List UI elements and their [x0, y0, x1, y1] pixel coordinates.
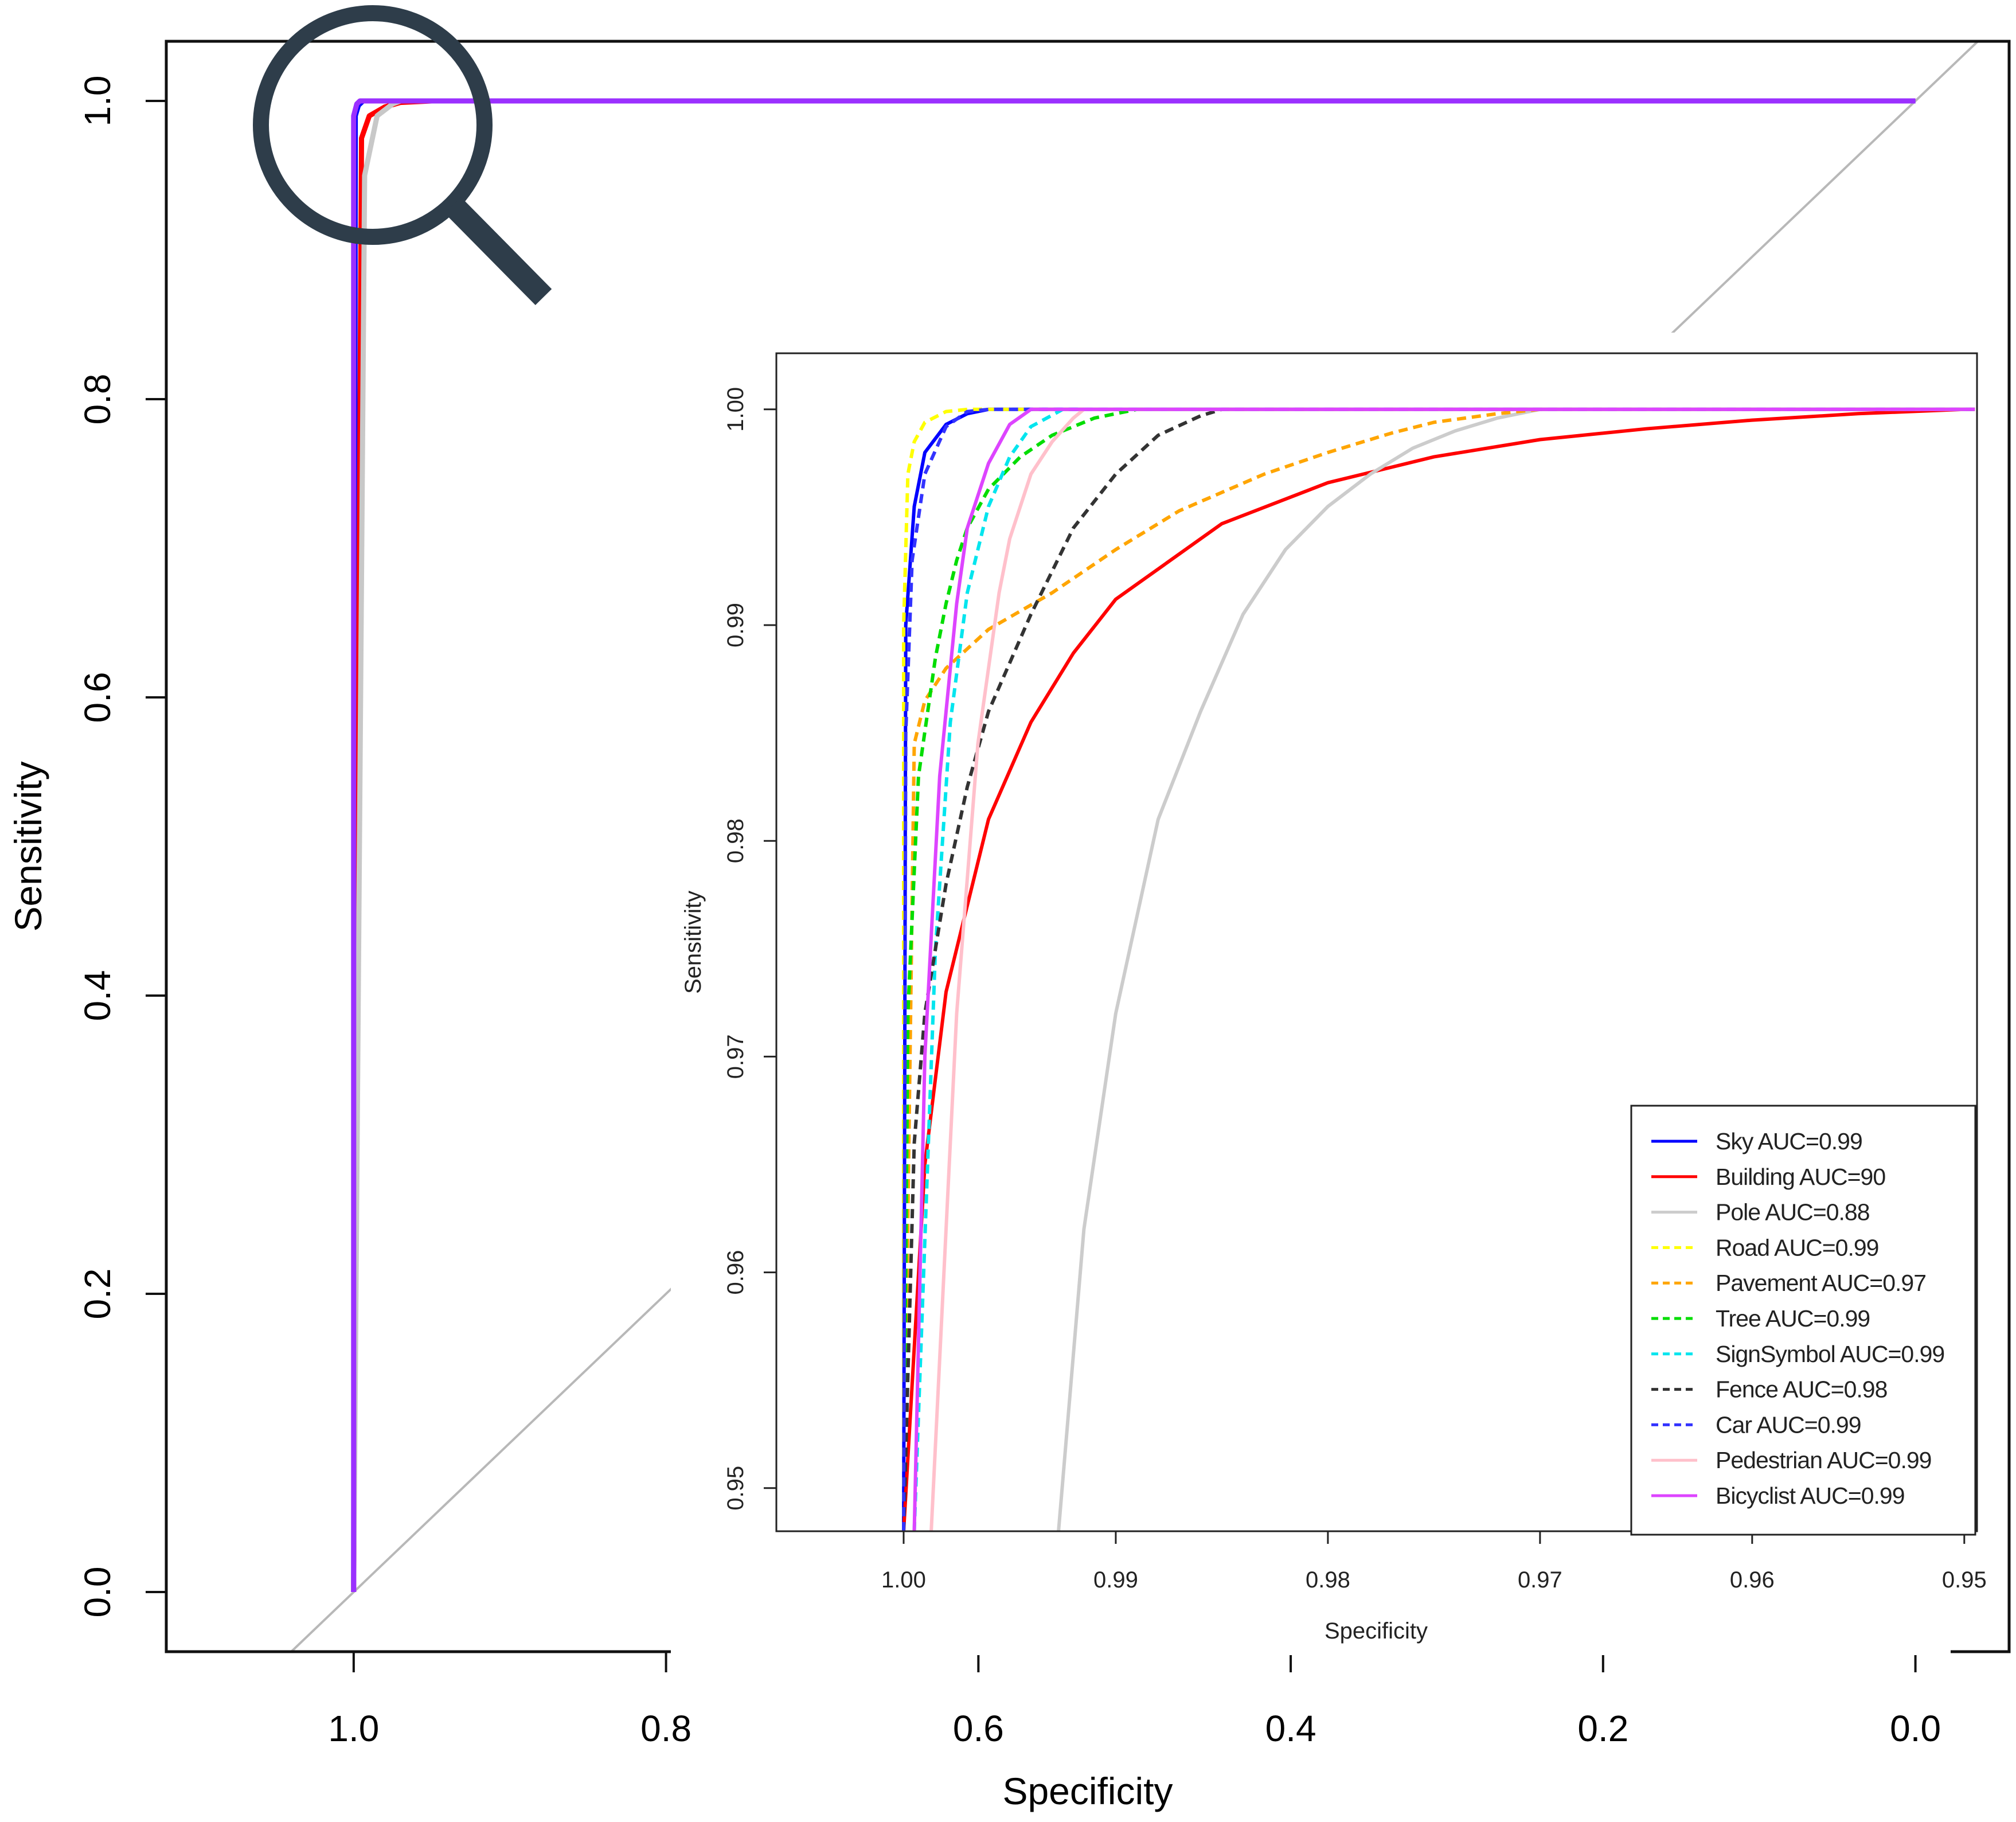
legend-item-car: Car AUC=0.99	[1651, 1411, 1862, 1438]
inset-curve-tree	[902, 407, 1975, 1532]
main-curve-bicyclist	[351, 98, 1916, 1592]
main-y-tick-label: 0.6	[77, 672, 118, 723]
main-y-tick-label: 0.0	[77, 1567, 118, 1618]
main-plot: 1.0 0.8 0.6 0.4 0.2 0.0 0.0 0.2 0.4 0.6 0.8 1.0 Sp…	[7, 40, 2011, 1812]
inset-y-axis-title: Sensitivity	[681, 891, 706, 994]
inset-curve-pedestrian	[929, 407, 1975, 1532]
inset-x-tick-label: 0.95	[1942, 1567, 1987, 1593]
main-x-axis: 1.0 0.8 0.6 0.4 0.2 0.0	[328, 1652, 1941, 1749]
legend-label: Building AUC=90	[1716, 1164, 1885, 1190]
legend-label: SignSymbol AUC=0.99	[1716, 1341, 1944, 1367]
legend-label: Fence AUC=0.98	[1716, 1376, 1888, 1403]
main-y-tick-label: 0.8	[77, 374, 118, 425]
main-y-tick-label: 0.2	[77, 1269, 118, 1320]
inset-legend: Sky AUC=0.99 Building AUC=90 Pole AUC=0.88…	[1630, 1105, 1976, 1536]
legend-item-fence: Fence AUC=0.98	[1651, 1376, 1888, 1403]
inset-curve-fence	[902, 407, 1975, 1532]
inset-x-axis: 1.00 0.99 0.98 0.97 0.96 0.95	[881, 1531, 1987, 1593]
legend-item-pedestrian: Pedestrian AUC=0.99	[1651, 1447, 1932, 1473]
inset-curve-pole	[1057, 407, 1975, 1532]
legend-item-signsymbol: SignSymbol AUC=0.99	[1651, 1341, 1945, 1367]
inset-roc-curves	[902, 407, 1975, 1532]
inset-x-tick-label: 0.97	[1518, 1567, 1562, 1593]
main-roc-curves	[351, 98, 1916, 1593]
main-x-axis-title: Specificity	[1002, 1770, 1173, 1812]
main-y-axis-title: Sensitivity	[7, 761, 49, 931]
legend-item-sky: Sky AUC=0.99	[1651, 1128, 1863, 1154]
main-y-axis: 0.0 0.2 0.4 0.6 0.8 1.0	[77, 76, 166, 1618]
legend-label: Car AUC=0.99	[1716, 1411, 1861, 1438]
legend-label: Sky AUC=0.99	[1716, 1128, 1862, 1154]
inset-y-tick-label: 0.97	[723, 1034, 748, 1079]
legend-label: Road AUC=0.99	[1716, 1234, 1878, 1261]
inset-curve-car	[902, 407, 1975, 1532]
legend-label: Pavement AUC=0.97	[1716, 1270, 1926, 1296]
legend-item-tree: Tree AUC=0.99	[1651, 1305, 1870, 1332]
magnifier-icon	[253, 5, 552, 306]
main-x-tick-label: 0.6	[953, 1708, 1004, 1749]
main-x-tick-label: 0.8	[640, 1708, 691, 1749]
main-x-tick-label: 0.2	[1577, 1708, 1628, 1749]
inset-x-tick-label: 0.99	[1093, 1567, 1138, 1593]
inset-x-axis-title: Specificity	[1325, 1618, 1428, 1644]
legend-item-building: Building AUC=90	[1651, 1164, 1886, 1190]
legend-item-road: Road AUC=0.99	[1651, 1234, 1879, 1261]
inset-x-tick-label: 1.00	[881, 1567, 926, 1593]
inset-y-tick-label: 0.95	[723, 1466, 748, 1511]
legend-label: Pole AUC=0.88	[1716, 1199, 1870, 1226]
legend-item-bicyclist: Bicyclist AUC=0.99	[1651, 1482, 1905, 1509]
inset-curve-building	[902, 407, 1975, 1532]
main-x-tick-label: 1.0	[328, 1708, 379, 1749]
inset-y-tick-label: 1.00	[723, 387, 748, 432]
legend-label: Bicyclist AUC=0.99	[1716, 1482, 1905, 1509]
inset-curve-pavement	[902, 407, 1975, 1532]
inset-plot-frame	[775, 352, 1978, 1532]
inset-y-tick-label: 0.96	[723, 1250, 748, 1295]
inset-x-tick-label: 0.98	[1306, 1567, 1350, 1593]
inset-y-axis: 0.95 0.96 0.97 0.98 0.99 1.00	[723, 387, 776, 1511]
inset-curve-road	[902, 407, 1975, 1531]
inset-x-tick-label: 0.96	[1730, 1567, 1775, 1593]
main-y-tick-label: 1.0	[77, 76, 118, 127]
legend-label: Tree AUC=0.99	[1716, 1305, 1870, 1332]
main-x-tick-label: 0.0	[1890, 1708, 1941, 1749]
legend-label: Pedestrian AUC=0.99	[1716, 1447, 1931, 1473]
inset-y-tick-label: 0.98	[723, 818, 748, 863]
main-x-tick-label: 0.4	[1265, 1708, 1316, 1749]
legend-item-pavement: Pavement AUC=0.97	[1651, 1270, 1927, 1296]
legend-item-pole: Pole AUC=0.88	[1651, 1199, 1870, 1226]
inset-curve-bicyclist	[912, 407, 1975, 1532]
inset-curve-signsymbol	[912, 407, 1975, 1532]
main-y-tick-label: 0.4	[77, 970, 118, 1021]
inset-y-tick-label: 0.99	[723, 603, 748, 647]
inset-zoom-plot: 1.00 0.99 0.98 0.97 0.96 0.95 0.950.960.970.9…	[671, 333, 1987, 1655]
